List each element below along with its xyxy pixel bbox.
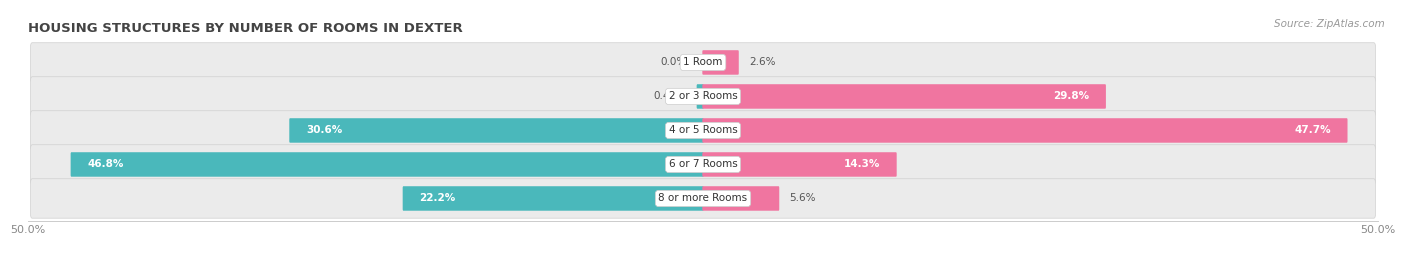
Text: 8 or more Rooms: 8 or more Rooms	[658, 193, 748, 203]
FancyBboxPatch shape	[31, 179, 1375, 218]
Text: 4 or 5 Rooms: 4 or 5 Rooms	[669, 125, 737, 136]
FancyBboxPatch shape	[31, 111, 1375, 150]
FancyBboxPatch shape	[703, 84, 1107, 109]
FancyBboxPatch shape	[703, 118, 1347, 143]
FancyBboxPatch shape	[70, 152, 703, 177]
Text: 0.42%: 0.42%	[654, 91, 686, 101]
Text: 47.7%: 47.7%	[1294, 125, 1330, 136]
FancyBboxPatch shape	[402, 186, 703, 211]
Text: 0.0%: 0.0%	[661, 58, 686, 68]
Text: 29.8%: 29.8%	[1053, 91, 1090, 101]
Text: 2 or 3 Rooms: 2 or 3 Rooms	[669, 91, 737, 101]
Text: 22.2%: 22.2%	[419, 193, 456, 203]
FancyBboxPatch shape	[290, 118, 703, 143]
FancyBboxPatch shape	[31, 77, 1375, 116]
Text: HOUSING STRUCTURES BY NUMBER OF ROOMS IN DEXTER: HOUSING STRUCTURES BY NUMBER OF ROOMS IN…	[28, 22, 463, 35]
Text: 6 or 7 Rooms: 6 or 7 Rooms	[669, 160, 737, 169]
FancyBboxPatch shape	[696, 84, 703, 109]
FancyBboxPatch shape	[31, 145, 1375, 184]
Text: 5.6%: 5.6%	[789, 193, 815, 203]
FancyBboxPatch shape	[31, 43, 1375, 82]
Text: 30.6%: 30.6%	[307, 125, 343, 136]
FancyBboxPatch shape	[703, 186, 779, 211]
FancyBboxPatch shape	[703, 50, 738, 75]
Text: 1 Room: 1 Room	[683, 58, 723, 68]
FancyBboxPatch shape	[703, 152, 897, 177]
Text: 14.3%: 14.3%	[844, 160, 880, 169]
Text: 46.8%: 46.8%	[87, 160, 124, 169]
Text: Source: ZipAtlas.com: Source: ZipAtlas.com	[1274, 19, 1385, 29]
Text: 2.6%: 2.6%	[749, 58, 775, 68]
